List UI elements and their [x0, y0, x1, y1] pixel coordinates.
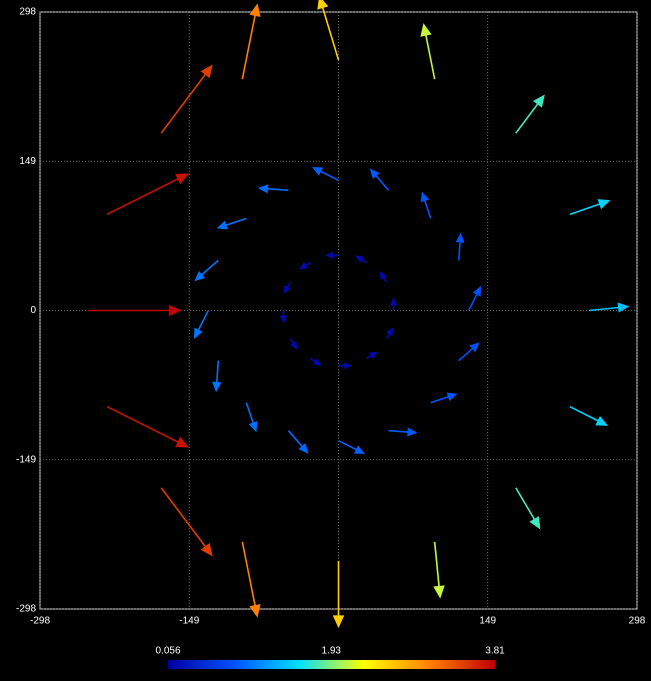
x-tick-label: 298 [629, 616, 646, 627]
arrow [455, 232, 465, 261]
x-tick-label: 149 [479, 616, 496, 627]
arrow [388, 427, 418, 437]
arrow [369, 168, 390, 191]
arrow [420, 191, 432, 219]
arrow [212, 360, 222, 393]
colorbar [168, 660, 495, 669]
arrow [106, 173, 190, 216]
y-tick-label: -149 [16, 454, 36, 465]
arrow [312, 167, 339, 181]
arrow [468, 285, 482, 311]
arrow [257, 184, 289, 194]
x-tick-label: -149 [179, 616, 199, 627]
arrow [332, 560, 345, 629]
arrow [389, 297, 398, 311]
y-tick-label: 298 [19, 7, 36, 18]
arrow [338, 440, 365, 454]
arrow [569, 405, 609, 426]
arrow [430, 392, 458, 404]
arrow [310, 357, 322, 366]
arrow [420, 23, 436, 80]
y-tick-label: 149 [19, 156, 36, 167]
arrow [241, 541, 261, 618]
arrow [588, 302, 630, 313]
colorbar-tick-label: 3.81 [485, 646, 505, 657]
arrow [458, 342, 480, 362]
arrow [515, 94, 545, 134]
arrow [88, 304, 182, 317]
arrow [433, 541, 445, 599]
colorbar-tick-label: 0.056 [155, 646, 180, 657]
arrow [385, 327, 394, 339]
y-tick-label: -298 [16, 604, 36, 615]
arrow [325, 251, 339, 260]
y-tick-label: 0 [30, 305, 36, 316]
x-tick-label: -298 [30, 616, 50, 627]
colorbar-tick-label: 1.93 [322, 646, 342, 657]
arrow [366, 351, 378, 360]
arrow [289, 338, 298, 350]
arrow [194, 259, 219, 282]
arrow [355, 255, 367, 264]
arrow [283, 282, 292, 294]
arrow [299, 261, 311, 270]
arrow [160, 64, 213, 134]
arrow [338, 361, 352, 370]
arrow [216, 217, 247, 230]
arrow [317, 0, 340, 61]
arrow [279, 310, 288, 324]
arrow [287, 430, 309, 454]
arrow [160, 487, 213, 557]
arrow [245, 402, 258, 433]
arrow [379, 271, 388, 283]
arrow [106, 405, 190, 448]
arrow [515, 487, 541, 530]
arrow [241, 3, 261, 80]
arrow [193, 310, 209, 339]
arrow [569, 199, 611, 216]
